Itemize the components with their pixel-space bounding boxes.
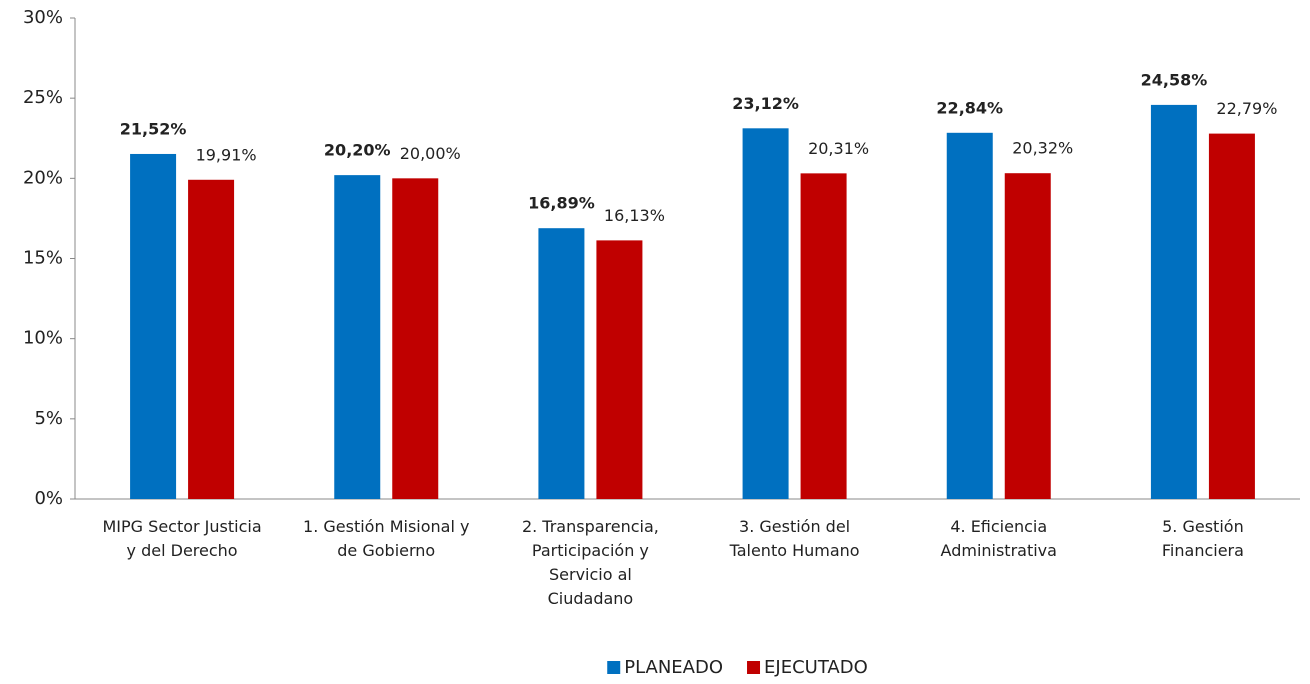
bar bbox=[800, 173, 847, 499]
value-label: 22,79% bbox=[1216, 99, 1277, 118]
value-label: 21,52% bbox=[120, 119, 187, 138]
bar bbox=[946, 132, 993, 500]
bar bbox=[1208, 133, 1255, 499]
x-tick-label: 4. Eficiencia Administrativa bbox=[941, 517, 1057, 560]
value-label: 16,13% bbox=[604, 206, 665, 225]
x-tick-label: 3. Gestión del Talento Humano bbox=[729, 517, 860, 560]
legend-label: EJECUTADO bbox=[764, 657, 868, 678]
legend-label: PLANEADO bbox=[624, 657, 723, 678]
bar bbox=[392, 178, 439, 500]
legend: PLANEADO EJECUTADO bbox=[607, 657, 868, 678]
value-label: 16,89% bbox=[528, 194, 595, 213]
x-tick-label: 5. Gestión Financiera bbox=[1162, 517, 1244, 560]
bar bbox=[596, 240, 643, 500]
bar bbox=[188, 179, 235, 499]
x-tick-label: 2. Transparencia, Participación y Servicio… bbox=[522, 517, 659, 608]
bar bbox=[1004, 173, 1051, 499]
y-tick-label: 25% bbox=[23, 87, 63, 108]
y-tick-label: 20% bbox=[23, 167, 63, 188]
value-label: 20,00% bbox=[400, 144, 461, 163]
legend-swatch bbox=[607, 661, 621, 674]
bar bbox=[1150, 104, 1197, 499]
value-label: 19,91% bbox=[196, 145, 257, 164]
legend-swatch bbox=[747, 661, 761, 674]
bar bbox=[742, 128, 789, 499]
value-label: 22,84% bbox=[936, 98, 1003, 117]
bar bbox=[334, 175, 381, 500]
y-tick-label: 5% bbox=[34, 408, 63, 429]
value-label: 20,32% bbox=[1012, 139, 1073, 158]
y-tick-label: 0% bbox=[34, 488, 63, 509]
value-label: 20,31% bbox=[808, 139, 869, 158]
y-tick-label: 30% bbox=[23, 7, 63, 28]
bar bbox=[538, 228, 585, 499]
x-tick-label: MIPG Sector Justicia y del Derecho bbox=[103, 517, 262, 560]
value-label: 20,20% bbox=[324, 141, 391, 160]
value-label: 23,12% bbox=[732, 94, 799, 113]
x-tick-label: 1. Gestión Misional y de Gobierno bbox=[303, 517, 469, 560]
value-label: 24,58% bbox=[1141, 70, 1208, 89]
y-tick-label: 10% bbox=[23, 328, 63, 349]
y-tick-label: 15% bbox=[23, 248, 63, 269]
bar bbox=[130, 153, 177, 500]
